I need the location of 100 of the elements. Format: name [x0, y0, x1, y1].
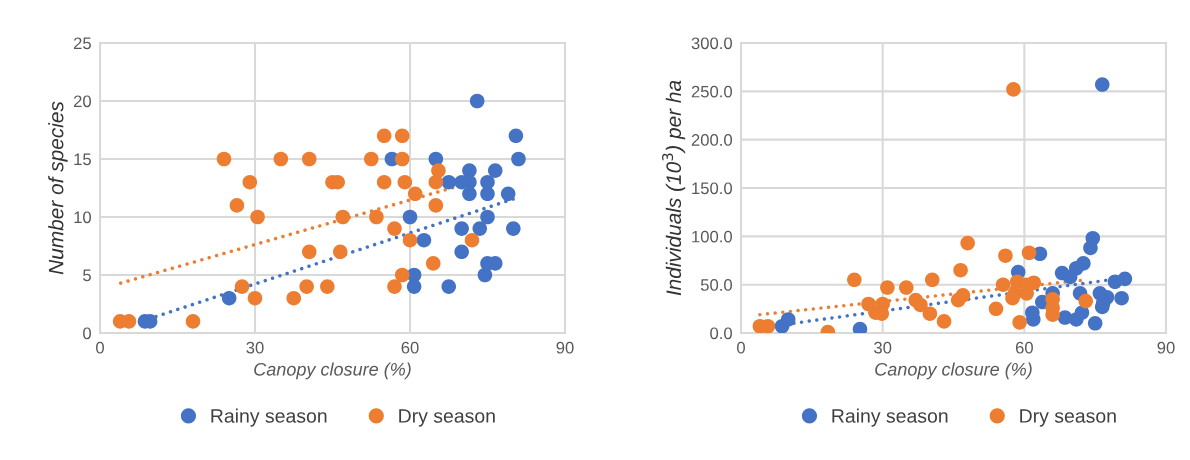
y-tick-label: 250.0 — [691, 85, 733, 98]
point — [1094, 77, 1110, 92]
point — [480, 209, 495, 225]
y-tick-label: 150.0 — [692, 182, 733, 195]
point — [487, 163, 503, 178]
y-tick-label: 300.0 — [691, 37, 733, 50]
point — [955, 288, 971, 303]
point — [898, 280, 914, 295]
point — [1026, 275, 1042, 291]
point — [299, 279, 314, 294]
point — [1087, 316, 1103, 331]
point — [988, 301, 1004, 317]
x-tick-label: 0 — [737, 341, 745, 354]
y-axis-title: Individuals (10$^{3}$) per ha — [662, 80, 686, 296]
y-tick-label: 0.0 — [710, 327, 733, 340]
point — [1012, 315, 1027, 330]
point — [242, 174, 258, 190]
x-tick-label: 90 — [1157, 341, 1175, 354]
y-tick-label: 50.0 — [700, 279, 733, 291]
point — [387, 221, 402, 236]
point — [394, 267, 410, 283]
point — [332, 244, 348, 260]
point — [995, 277, 1011, 292]
point — [376, 128, 392, 144]
y-tick-label: 5 — [83, 269, 91, 282]
y-axis-title: Number of species — [48, 101, 68, 275]
point — [880, 280, 895, 295]
legend-label: Rainy season — [832, 408, 948, 427]
point — [286, 290, 302, 306]
point — [376, 174, 392, 190]
point — [469, 93, 485, 109]
y-tick-label: 10 — [74, 211, 92, 224]
point — [394, 151, 410, 167]
point — [406, 279, 422, 294]
point — [998, 248, 1013, 263]
point — [369, 209, 384, 225]
y-tick-label: 100.0 — [692, 230, 733, 243]
point — [363, 151, 379, 167]
x-tick-label: 30 — [874, 341, 892, 354]
x-tick-label: 30 — [246, 341, 264, 354]
point — [454, 244, 469, 260]
point — [1074, 305, 1090, 320]
point — [394, 128, 410, 144]
x-axis-title: Canopy closure (%) — [875, 362, 1032, 380]
point — [416, 232, 432, 248]
point — [480, 174, 495, 190]
point — [508, 128, 524, 144]
point — [511, 151, 526, 167]
point — [1117, 271, 1133, 287]
point — [185, 314, 201, 329]
x-tick-label: 60 — [401, 341, 419, 354]
point — [397, 174, 413, 190]
point — [402, 209, 418, 225]
point — [402, 232, 418, 248]
point — [1078, 293, 1094, 309]
point — [1114, 290, 1129, 306]
point — [922, 306, 938, 321]
point — [320, 279, 335, 294]
y-tick-label: 15 — [74, 153, 91, 166]
point — [506, 221, 521, 236]
point — [913, 297, 928, 313]
legend-label: Dry season — [1020, 409, 1116, 427]
point — [960, 235, 975, 251]
point — [387, 279, 402, 294]
point — [1083, 240, 1098, 256]
point — [464, 232, 480, 248]
point — [1006, 82, 1021, 97]
point — [953, 262, 968, 278]
point — [1021, 245, 1037, 261]
point — [454, 221, 469, 236]
y-tick-label: 20 — [73, 95, 92, 108]
x-tick-label: 0 — [96, 341, 104, 354]
point — [221, 290, 237, 306]
point — [247, 290, 263, 306]
point — [229, 198, 245, 213]
x-tick-label: 60 — [1015, 341, 1033, 354]
point — [234, 279, 250, 294]
point — [216, 151, 232, 167]
point — [472, 221, 488, 236]
point — [301, 151, 317, 167]
point — [924, 272, 940, 288]
point — [273, 151, 289, 167]
point — [431, 163, 446, 178]
point — [1062, 269, 1078, 285]
y-tick-label: 0 — [83, 327, 92, 340]
point — [847, 272, 862, 288]
point — [301, 244, 317, 260]
point — [335, 209, 351, 225]
point — [500, 186, 516, 202]
point — [425, 256, 441, 271]
point — [407, 186, 423, 202]
point — [250, 209, 265, 225]
point — [780, 312, 796, 327]
legend-label: Rainy season — [211, 408, 327, 427]
legend-label: Dry season — [399, 409, 495, 427]
y-tick-label: 200.0 — [691, 134, 733, 146]
x-tick-label: 90 — [556, 341, 574, 354]
y-tick-label: 25 — [73, 37, 91, 50]
x-axis-title: Canopy closure (%) — [254, 362, 411, 380]
point — [441, 279, 457, 294]
